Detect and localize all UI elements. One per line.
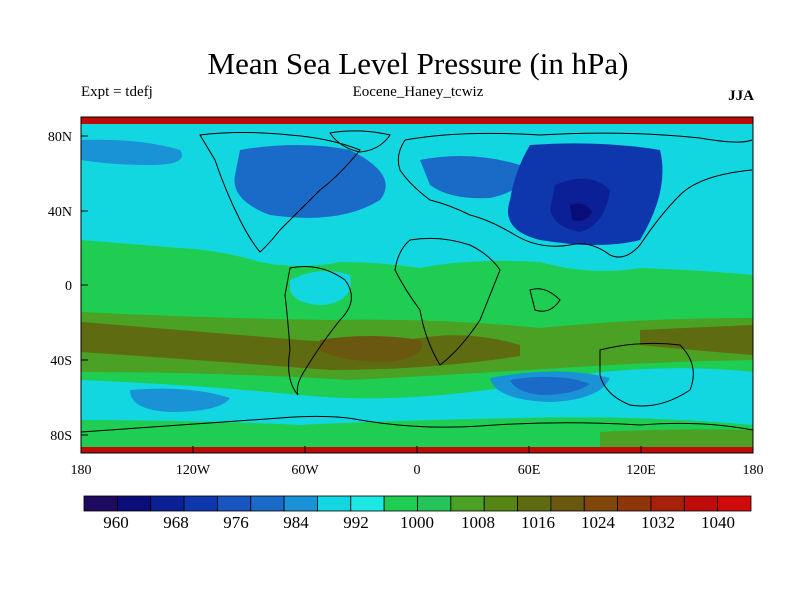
coastlines <box>81 130 753 433</box>
colorbar-swatch <box>583 495 618 512</box>
colorbar-label: 1000 <box>400 513 434 532</box>
lat-tick-label: 0 <box>65 279 72 294</box>
colorbar-swatch <box>350 495 385 512</box>
colorbar-label: 976 <box>223 513 249 532</box>
colorbar-label: 1040 <box>701 513 735 532</box>
colorbar-label: 1032 <box>641 513 675 532</box>
colorbar-label: 1008 <box>461 513 495 532</box>
colorbar-labels: 960 968 976 984 992 1000 1008 1016 1024 … <box>103 513 735 532</box>
colorbar-swatch <box>250 495 285 512</box>
colorbar <box>83 495 752 512</box>
colorbar-swatch <box>383 495 418 512</box>
colorbar-swatch <box>617 495 652 512</box>
lat-tick-label: 40N <box>48 205 72 220</box>
run-name-label: Eocene_Haney_tcwiz <box>352 84 484 100</box>
season-label: JJA <box>728 88 754 104</box>
colorbar-swatch <box>550 495 585 512</box>
lat-tick-label: 80N <box>48 130 72 145</box>
colorbar-swatch <box>317 495 352 512</box>
colorbar-swatch <box>216 495 252 512</box>
colorbar-label: 984 <box>283 513 309 532</box>
lat-tick-label: 80S <box>50 429 72 444</box>
map-title: Mean Sea Level Pressure (in hPa) <box>207 46 629 81</box>
colorbar-swatch <box>183 495 218 512</box>
lon-tick-label: 60W <box>291 463 319 478</box>
experiment-label: Expt = tdefj <box>81 84 153 100</box>
colorbar-label: 1016 <box>521 513 555 532</box>
colorbar-swatch <box>150 495 185 512</box>
colorbar-swatch <box>517 495 552 512</box>
lat-tick-label: 40S <box>50 354 72 369</box>
lon-tick-label: 180 <box>743 463 764 478</box>
colorbar-swatch <box>650 495 685 512</box>
pressure-field <box>81 117 753 453</box>
colorbar-swatch <box>417 495 452 512</box>
colorbar-swatch <box>483 495 518 512</box>
lon-tick-label: 120E <box>626 463 656 478</box>
axis-ticks <box>80 135 754 453</box>
colorbar-swatch <box>116 495 152 512</box>
colorbar-swatch <box>683 495 719 512</box>
colorbar-swatch <box>83 495 118 512</box>
lon-tick-label: 60E <box>518 463 541 478</box>
colorbar-label: 960 <box>103 513 129 532</box>
colorbar-swatch <box>283 495 318 512</box>
colorbar-swatch <box>717 495 752 512</box>
colorbar-swatch <box>450 495 485 512</box>
colorbar-label: 968 <box>163 513 189 532</box>
colorbar-label: 992 <box>343 513 369 532</box>
lon-tick-label: 0 <box>414 463 421 478</box>
colorbar-label: 1024 <box>581 513 616 532</box>
lon-tick-label: 180 <box>71 463 92 478</box>
lon-tick-label: 120W <box>176 463 211 478</box>
